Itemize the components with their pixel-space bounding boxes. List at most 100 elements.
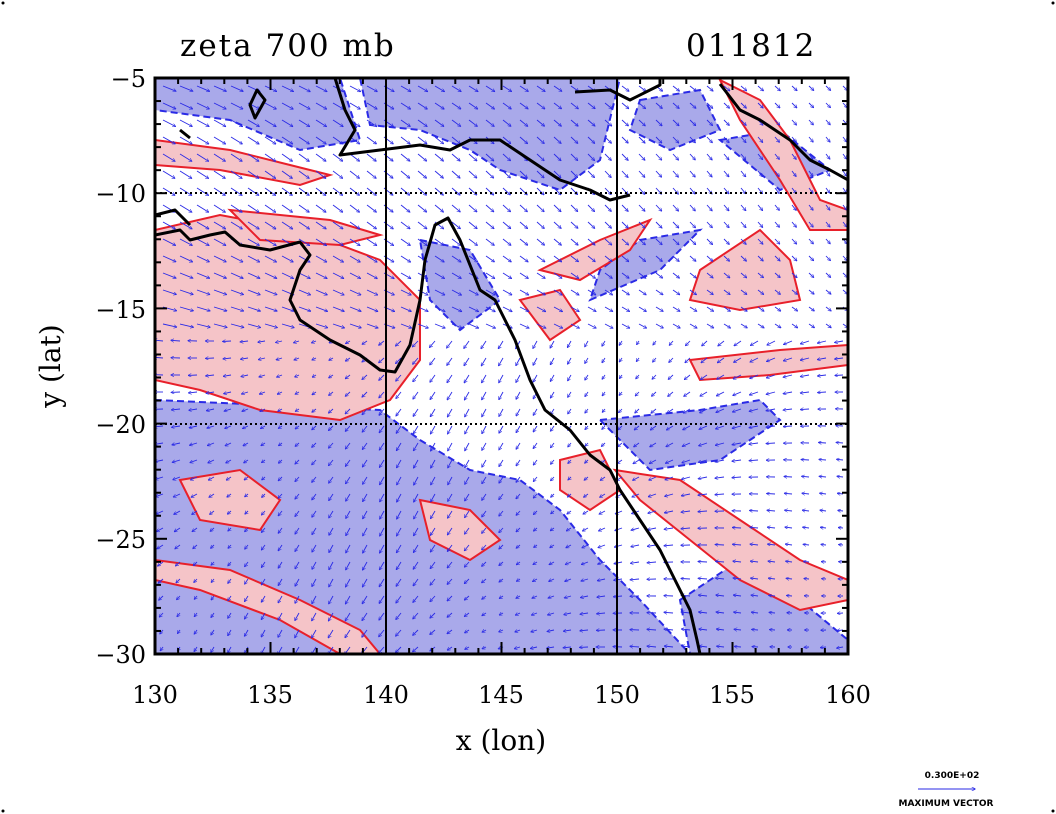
wind-vector xyxy=(723,119,729,125)
wind-vector xyxy=(716,425,725,429)
wind-vector xyxy=(723,238,729,244)
wind-vector xyxy=(431,442,436,451)
wind-vector xyxy=(247,306,260,311)
wind-vector xyxy=(818,375,827,376)
wind-vector xyxy=(379,408,385,415)
wind-vector xyxy=(213,204,225,212)
wind-vector xyxy=(209,493,215,497)
wind-vector xyxy=(400,187,410,195)
wind-vector xyxy=(774,289,780,294)
wind-vector xyxy=(485,102,494,109)
wind-vector xyxy=(568,391,572,397)
wind-vector xyxy=(224,392,232,394)
wind-vector xyxy=(818,392,827,393)
wind-vector xyxy=(366,102,377,109)
wind-vector xyxy=(281,153,292,161)
wind-vector xyxy=(536,119,544,126)
wind-vector xyxy=(825,221,830,227)
wind-vector xyxy=(464,340,470,348)
wind-vector xyxy=(213,102,226,109)
wind-vector xyxy=(791,102,797,108)
wind-vector xyxy=(568,357,572,364)
wind-vector xyxy=(451,136,460,144)
wind-vector xyxy=(366,221,376,229)
wind-vector xyxy=(791,221,796,227)
wind-vector xyxy=(465,476,470,484)
wind-vector xyxy=(223,341,232,342)
wind-vector xyxy=(332,136,343,144)
wind-vector xyxy=(570,119,578,126)
wind-vector xyxy=(162,85,176,91)
wind-vector xyxy=(516,493,521,499)
wind-vector xyxy=(400,102,410,109)
wind-vector xyxy=(682,459,691,463)
wind-vector xyxy=(655,102,662,108)
wind-vector xyxy=(264,153,276,161)
x-tick-labels: 130 135 140 145 150 155 160 xyxy=(132,681,871,709)
wind-vector xyxy=(329,493,334,500)
wind-vector xyxy=(706,255,713,261)
wind-vector xyxy=(468,119,477,126)
wind-vector xyxy=(551,476,555,481)
wind-vector xyxy=(315,272,327,278)
wind-vector xyxy=(604,221,611,228)
wind-vector xyxy=(619,340,622,345)
wind-vector xyxy=(346,341,351,344)
wind-vector xyxy=(638,255,645,261)
wind-vector xyxy=(655,289,663,295)
wind-vector xyxy=(791,85,797,91)
wind-vector xyxy=(315,119,326,127)
wind-vector xyxy=(757,221,763,227)
wind-vector xyxy=(689,204,695,211)
wind-vector xyxy=(516,476,521,482)
wind-vector xyxy=(281,221,293,229)
wind-vector xyxy=(264,221,276,229)
wind-vector xyxy=(278,476,283,481)
wind-vector xyxy=(651,425,657,430)
wind-vector xyxy=(230,323,244,327)
wind-vector xyxy=(825,272,831,277)
wind-vector xyxy=(262,493,266,497)
wind-vector xyxy=(276,358,283,360)
wind-vector xyxy=(417,323,428,328)
wind-vector xyxy=(604,204,611,211)
wind-vector xyxy=(666,459,674,463)
wind-vector xyxy=(400,136,410,144)
wind-vector xyxy=(281,187,292,195)
wind-vector xyxy=(259,358,266,360)
wind-vector xyxy=(706,289,713,295)
wind-vector xyxy=(349,153,359,161)
wind-vector xyxy=(766,409,776,411)
wind-vector xyxy=(723,187,729,194)
wind-vector xyxy=(298,221,309,229)
wind-vector xyxy=(465,408,470,417)
wind-vector xyxy=(618,442,623,447)
wind-vector xyxy=(751,340,759,345)
wind-vector xyxy=(400,221,410,229)
wind-vector xyxy=(621,85,629,91)
wind-vector xyxy=(619,357,622,362)
wind-vector xyxy=(298,102,310,109)
wind-vector xyxy=(179,221,192,229)
wind-vector xyxy=(672,102,679,108)
wind-vector xyxy=(689,255,696,261)
wind-vector xyxy=(294,358,300,360)
wind-vector xyxy=(689,170,695,177)
wind-vector xyxy=(213,323,227,327)
wind-vector xyxy=(434,289,445,295)
wind-vector xyxy=(587,306,596,311)
wind-vector xyxy=(732,528,742,529)
wind-vector xyxy=(774,306,781,311)
wind-vector xyxy=(740,255,746,261)
wind-vector xyxy=(247,187,259,195)
wind-vector xyxy=(264,323,277,328)
wind-vector xyxy=(247,255,260,262)
wind-vector xyxy=(485,221,494,229)
wind-vector xyxy=(189,426,198,428)
wind-vector xyxy=(819,459,827,460)
wind-vector xyxy=(638,238,645,245)
wind-vector xyxy=(209,476,215,480)
wind-vector xyxy=(434,272,444,278)
wind-vector xyxy=(570,289,579,295)
wind-vector xyxy=(363,476,368,484)
